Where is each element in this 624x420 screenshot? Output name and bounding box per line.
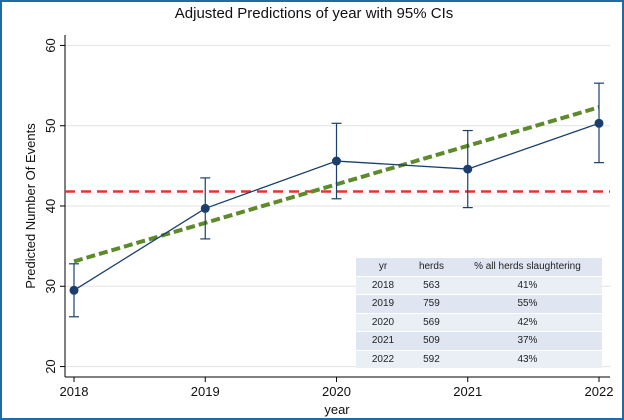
table-cell: 563 — [410, 276, 453, 295]
chart-title: Adjusted Predictions of year with 95% CI… — [175, 5, 453, 22]
table-header-row: yr herds % all herds slaughtering — [356, 258, 602, 277]
table-header-cell: % all herds slaughtering — [452, 258, 602, 277]
table-cell: 2021 — [356, 331, 410, 351]
x-tick-label: 2018 — [60, 384, 89, 399]
y-tick-label: 60 — [43, 38, 58, 52]
x-axis-label: year — [324, 402, 350, 417]
table-cell: 41% — [452, 276, 602, 295]
table-cell: 2020 — [356, 313, 410, 332]
data-point — [332, 156, 341, 166]
y-tick-label: 40 — [43, 199, 58, 213]
table-row: 2020 569 42% — [356, 313, 602, 332]
table-cell: 509 — [410, 331, 453, 351]
table-cell: 42% — [452, 313, 602, 332]
data-point — [200, 203, 210, 213]
y-tick-label: 30 — [43, 279, 58, 293]
summary-table: yr herds % all herds slaughtering 2018 5… — [356, 258, 602, 369]
y-tick-label: 50 — [43, 118, 58, 132]
table-cell: 55% — [452, 294, 602, 314]
y-axis-label: Predicted Number Of Events — [23, 123, 38, 289]
data-point — [69, 285, 79, 295]
table-cell: 2019 — [356, 294, 410, 314]
table-cell: 2022 — [356, 350, 410, 369]
table-row: 2022 592 43% — [356, 350, 602, 369]
table-row: 2021 509 37% — [356, 331, 602, 351]
prediction-series — [69, 118, 604, 295]
table-cell: 569 — [410, 313, 453, 332]
table-header-cell: yr — [356, 258, 410, 277]
table-row: 2019 759 55% — [356, 294, 602, 314]
data-point — [463, 164, 473, 174]
x-tick-label: 2022 — [585, 384, 614, 399]
x-tick-label: 2020 — [322, 384, 351, 399]
x-tick-label: 2021 — [453, 384, 482, 399]
table-cell: 592 — [410, 350, 453, 369]
table-cell: 43% — [452, 350, 602, 369]
table-cell: 37% — [452, 331, 602, 351]
table-cell: 2018 — [356, 276, 410, 295]
x-tick-label: 2019 — [191, 384, 220, 399]
table-row: 2018 563 41% — [356, 276, 602, 295]
y-tick-label: 20 — [43, 359, 58, 373]
data-point — [594, 118, 604, 128]
table-cell: 759 — [410, 294, 453, 314]
table-header-cell: herds — [410, 258, 453, 277]
